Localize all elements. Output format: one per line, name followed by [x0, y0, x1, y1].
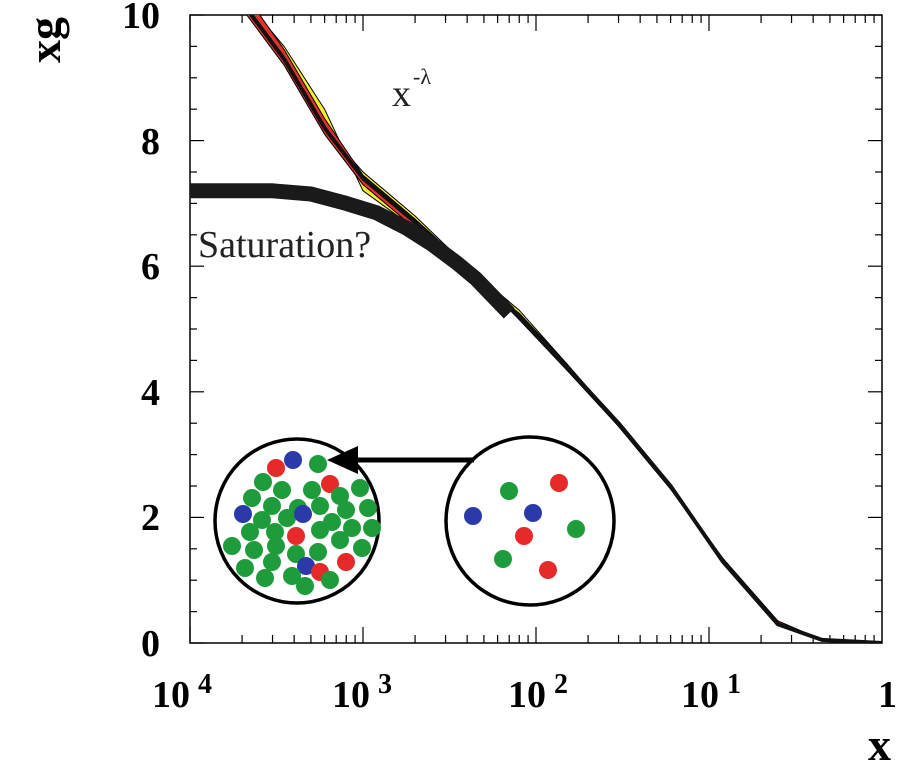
parton-dot [294, 505, 312, 523]
parton-dot [296, 577, 314, 595]
y-tick-label-10: 10 [122, 0, 160, 37]
parton-dot [309, 455, 327, 473]
parton-dot [337, 553, 355, 571]
series-layer [190, 15, 882, 643]
parton-dot [263, 553, 281, 571]
parton-dot [254, 473, 272, 491]
parton-dot [236, 559, 254, 577]
parton-dot [303, 481, 321, 499]
x-tick-label-1: 1 [878, 674, 897, 716]
parton-dot [353, 539, 371, 557]
x-tick-label-1e-4: 10 4 [152, 669, 212, 716]
parton-dot [500, 482, 518, 500]
parton-dot [331, 531, 349, 549]
parton-dot [267, 537, 285, 555]
parton-dot [263, 497, 281, 515]
parton-dot [234, 505, 252, 523]
parton-dot [256, 569, 274, 587]
y-tick-label-2: 2 [141, 497, 160, 539]
parton-dot [464, 507, 482, 525]
parton-dot [245, 541, 263, 559]
y-tick-label-8: 8 [141, 121, 160, 163]
sparse-parton-circle [444, 435, 616, 607]
parton-dot [343, 519, 361, 537]
dense-parton-circle [213, 437, 381, 605]
y-tick-label-4: 4 [141, 372, 160, 414]
parton-dot [539, 561, 557, 579]
parton-dot [241, 523, 259, 541]
parton-dot [567, 520, 585, 538]
parton-dot [287, 527, 305, 545]
y-tick-label-6: 6 [141, 246, 160, 288]
parton-dot [309, 543, 327, 561]
parton-dot [337, 501, 355, 519]
parton-dot [494, 550, 512, 568]
parton-dot [311, 521, 329, 539]
power-law-label: x-λ [392, 64, 431, 115]
parton-dot [550, 474, 568, 492]
parton-dot [278, 509, 296, 527]
parton-dot [321, 571, 339, 589]
x-tick-label-1e-2: 10 2 [508, 669, 568, 716]
parton-dot [321, 475, 339, 493]
parton-dot [287, 545, 305, 563]
parton-dot [253, 511, 271, 529]
gluon-central-line [248, 15, 882, 643]
y-axis-title: xg [19, 17, 70, 63]
evolution-arrow [327, 446, 474, 474]
parton-dot [284, 451, 302, 469]
parton-dot [223, 537, 241, 555]
parton-dot [359, 499, 377, 517]
saturation-label: Saturation? [198, 224, 371, 266]
parton-dot [266, 523, 284, 541]
parton-dot [297, 557, 315, 575]
parton-dot [311, 497, 329, 515]
saturation-curve [190, 183, 515, 319]
parton-dot [283, 567, 301, 585]
parton-dot [515, 527, 533, 545]
axis-ticks [189, 14, 882, 644]
x-axis-title: x [868, 719, 891, 767]
parton-dot [351, 479, 369, 497]
y-tick-label-0: 0 [141, 623, 160, 665]
parton-dot [267, 459, 285, 477]
parton-dot [524, 504, 542, 522]
x-tick-label-1e-1: 10 1 [681, 669, 741, 716]
parton-dot [243, 489, 261, 507]
x-tick-label-1e-3: 10 3 [332, 669, 392, 716]
parton-dot [273, 481, 291, 499]
parton-dot [331, 487, 349, 505]
parton-dot [363, 519, 381, 537]
